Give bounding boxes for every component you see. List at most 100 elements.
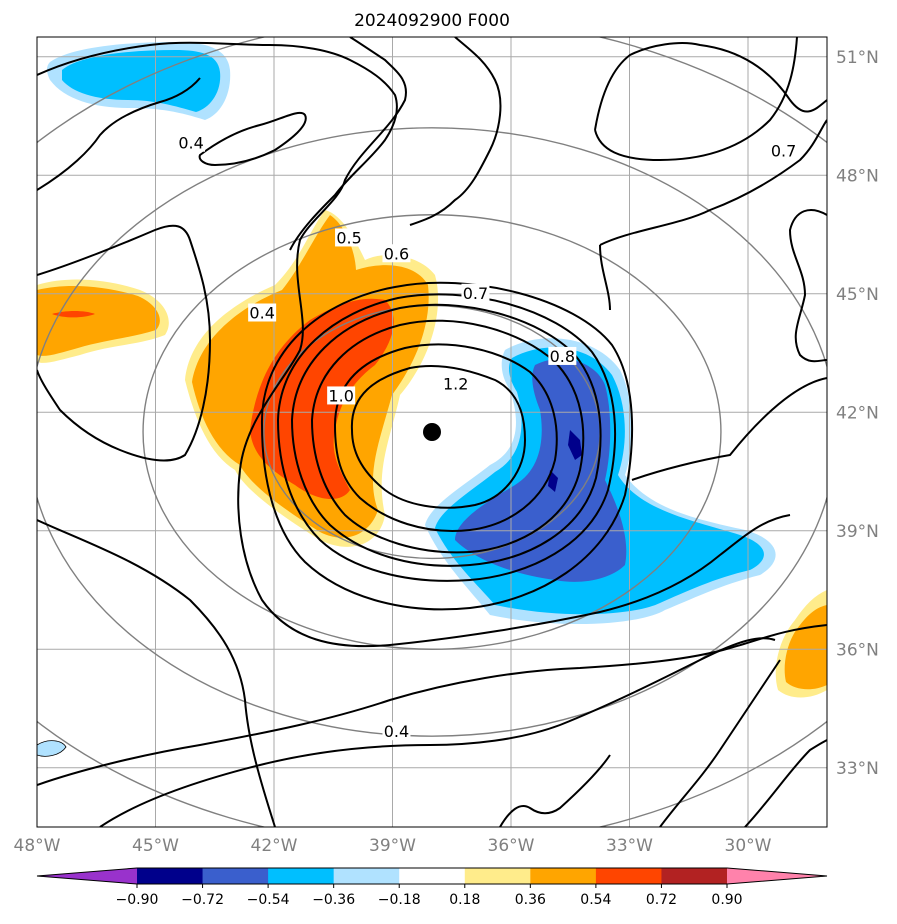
- colorbar-segment: [530, 868, 597, 884]
- contour-0.9: [290, 303, 602, 567]
- contour-1.0-inner: [333, 343, 558, 532]
- negative-fill-southwest: [37, 740, 67, 757]
- contour-label-bg: [769, 141, 798, 160]
- contour-0.3-south: [659, 659, 781, 827]
- colorbar-segment: [268, 868, 335, 884]
- colorbar-tick-label: 0.36: [515, 892, 546, 908]
- contour-label: 1.2: [443, 375, 468, 394]
- x-tick-label: 39°W: [369, 836, 416, 856]
- contour-label: 0.4: [249, 304, 274, 323]
- contour-label-bg: [327, 386, 356, 405]
- contour-label-bg: [382, 244, 411, 263]
- colorbar-tick-label: 0.72: [646, 892, 677, 908]
- contour-label-bg: [382, 722, 411, 741]
- contour-0.7: [260, 281, 634, 611]
- contour-0.7-east-2: [594, 37, 798, 162]
- colorbar: −0.90 −0.72 −0.54 −0.36 −0.18 0.18 0.36 0.54 0.7…: [36, 867, 828, 908]
- x-tick-label: 48°W: [14, 836, 61, 856]
- positive-fill-west-orange: [37, 285, 160, 356]
- colorbar-tick-label: 0.18: [449, 892, 480, 908]
- x-tick-label: 36°W: [488, 836, 535, 856]
- contour-0.5-east: [788, 209, 827, 363]
- contour-0.6-east-2: [599, 244, 611, 311]
- contour-0.5-west: [409, 37, 502, 226]
- x-tick-label: 33°W: [606, 836, 653, 856]
- contour-1.2: [350, 364, 527, 509]
- contour-0.7-east: [594, 42, 827, 131]
- contour-0.4-west: [37, 519, 276, 827]
- colorbar-tick-label: −0.90: [116, 892, 159, 908]
- negative-fill-navy: [568, 430, 582, 460]
- contour-label: 0.4: [178, 134, 203, 153]
- colorbar-extend-low: [37, 868, 137, 884]
- y-tick-label: 33°N: [836, 759, 879, 779]
- x-tick-label: 45°W: [132, 836, 179, 856]
- positive-fill-west-red: [52, 311, 95, 318]
- contour-0.5-north: [37, 41, 398, 251]
- range-ring: [142, 214, 722, 650]
- y-axis-ticks: 51°N 48°N 45°N 42°N 39°N 36°N 33°N: [836, 48, 879, 779]
- colorbar-segment: [137, 868, 204, 884]
- contour-0.8: [276, 293, 617, 582]
- contour-labels: 0.4 0.5 0.6 0.4 0.7 0.8 1.2 1.0 0.4 0.7: [177, 133, 798, 741]
- contour-label: 1.0: [328, 386, 353, 405]
- y-tick-label: 51°N: [836, 48, 879, 68]
- gridlines: [37, 37, 827, 827]
- colorbar-tick-label: −0.18: [378, 892, 421, 908]
- y-tick-label: 48°N: [836, 166, 879, 186]
- colorbar-tick-label: −0.54: [247, 892, 290, 908]
- colorbar-extend-high: [727, 868, 827, 884]
- contour-0.4-south: [37, 624, 827, 786]
- contour-0.6-lower: [237, 469, 791, 648]
- colorbar-tick-label: 0.90: [711, 892, 742, 908]
- colorbar-segment: [661, 868, 728, 884]
- contour-label: 0.8: [550, 347, 575, 366]
- contour-1.0: [310, 319, 585, 554]
- contour-label-bg: [177, 133, 206, 152]
- colorbar-segment: [595, 868, 662, 884]
- colorbar-segment: [333, 868, 400, 884]
- contour-label: 0.5: [336, 228, 361, 247]
- contour-label: 0.6: [384, 244, 409, 263]
- contour-label: 0.7: [771, 142, 796, 161]
- colorbar-segment: [202, 868, 269, 884]
- colorbar-segment: [399, 868, 466, 884]
- x-tick-label: 30°W: [725, 836, 772, 856]
- contour-label-bg: [461, 283, 490, 302]
- y-tick-label: 36°N: [836, 640, 879, 660]
- colorbar-segment: [464, 868, 531, 884]
- chart-title: 2024092900 F000: [354, 11, 510, 31]
- colorbar-tick-label: −0.36: [312, 892, 355, 908]
- contour-lines: [37, 37, 827, 827]
- y-tick-label: 39°N: [836, 522, 879, 542]
- contour-0.3-south-2: [744, 739, 827, 827]
- range-ring: [37, 127, 827, 737]
- x-axis-ticks: 48°W 45°W 42°W 39°W 36°W 33°W 30°W: [14, 836, 772, 856]
- contour-label: 0.7: [463, 284, 488, 303]
- negative-fill-blue: [455, 358, 627, 582]
- contour-label-bg: [548, 346, 577, 365]
- storm-center-marker: [423, 423, 441, 441]
- contour-label-bg: [335, 228, 364, 247]
- map-frame: [36, 36, 828, 828]
- negative-fill-north-cyan: [62, 50, 221, 112]
- contour-0.4-south-2: [99, 637, 776, 827]
- contour-label-bg: [248, 303, 277, 322]
- contour-0.4-south-3: [499, 754, 611, 827]
- colorbar-tick-label: 0.54: [580, 892, 611, 908]
- shading-layer: [37, 42, 827, 757]
- contour-0.4-north: [198, 111, 307, 167]
- x-tick-label: 42°W: [251, 836, 298, 856]
- contour-0.4: [37, 77, 201, 191]
- contour-0.5-east-2: [631, 377, 827, 481]
- contour-label: 0.4: [384, 722, 409, 741]
- contour-0.6-east: [599, 119, 827, 246]
- colorbar-tick-label: −0.72: [181, 892, 224, 908]
- contour-label-bg: [441, 374, 470, 393]
- y-tick-label: 42°N: [836, 403, 879, 423]
- contour-0.5: [37, 224, 212, 462]
- contour-0.6: [239, 37, 407, 471]
- y-tick-label: 45°N: [836, 285, 879, 305]
